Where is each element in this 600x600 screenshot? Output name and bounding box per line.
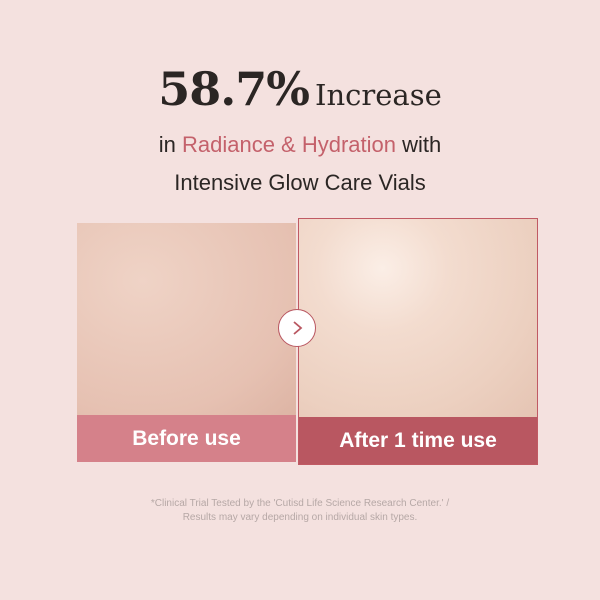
subtitle-highlight: Radiance & Hydration: [181, 132, 396, 157]
headline: 58.7% Increase: [0, 62, 600, 116]
subtitle-prefix: in: [158, 132, 182, 157]
after-panel: After 1 time use: [298, 218, 538, 465]
before-label: Before use: [77, 415, 296, 462]
after-label: After 1 time use: [299, 417, 537, 464]
subtitle-line-1: in Radiance & Hydration with: [0, 132, 600, 158]
headline-word: Increase: [315, 78, 442, 112]
subtitle-line-2: Intensive Glow Care Vials: [174, 170, 426, 195]
before-photo: [77, 223, 296, 415]
headline-percent: 58.7%: [158, 62, 310, 116]
footnote-line-2: Results may vary depending on individual…: [182, 512, 418, 523]
after-photo: [299, 219, 537, 417]
footnote-line-1: *Clinical Trial Tested by the 'Cutisd Li…: [150, 498, 450, 509]
subtitle-suffix: with: [396, 132, 442, 157]
footnote: *Clinical Trial Tested by the 'Cutisd Li…: [0, 497, 600, 525]
chevron-right-icon: [278, 309, 316, 347]
